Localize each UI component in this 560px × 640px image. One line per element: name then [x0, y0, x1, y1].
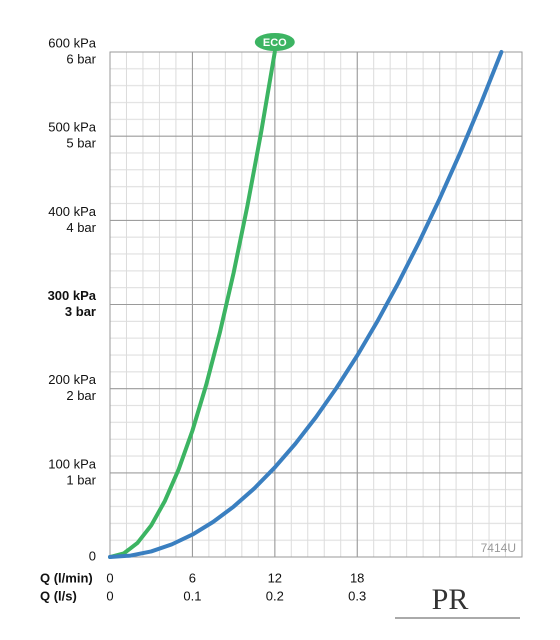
y-tick-label: 0	[89, 548, 96, 563]
curve	[108, 50, 277, 559]
series-badge	[254, 33, 295, 51]
y-tick-label: 300 kPa	[48, 288, 97, 303]
y-tick-label: 400 kPa	[48, 204, 96, 219]
x2-tick-label: 0	[106, 588, 113, 603]
y-tick-label: 100 kPa	[48, 456, 96, 471]
x-tick-label: 6	[189, 570, 196, 585]
y-tick-label: 200 kPa	[48, 372, 96, 387]
y-bar-tick-label: 5 bar	[66, 136, 96, 151]
y-bar-tick-label: 3 bar	[65, 304, 96, 319]
x2-tick-label: 0.2	[266, 588, 284, 603]
x2-tick-label: 0.3	[348, 588, 366, 603]
x-tick-label: 12	[268, 570, 282, 585]
y-tick-label: 500 kPa	[48, 120, 96, 135]
x-axis-label: Q (l/min)	[40, 570, 93, 585]
x-tick-label: 18	[350, 570, 364, 585]
series-name: ECO	[263, 37, 287, 49]
x-tick-label: 0	[106, 570, 113, 585]
watermark: 7414U	[481, 541, 516, 555]
y-bar-tick-label: 2 bar	[66, 388, 96, 403]
curve	[108, 50, 504, 559]
y-bar-tick-label: 6 bar	[66, 51, 96, 66]
y-bar-tick-label: 4 bar	[66, 220, 96, 235]
x2-axis-label: Q (l/s)	[40, 588, 77, 603]
y-bar-tick-label: 1 bar	[66, 472, 96, 487]
y-tick-label: 600 kPa	[48, 35, 96, 50]
x2-tick-label: 0.1	[183, 588, 201, 603]
logo: PR	[432, 583, 469, 616]
